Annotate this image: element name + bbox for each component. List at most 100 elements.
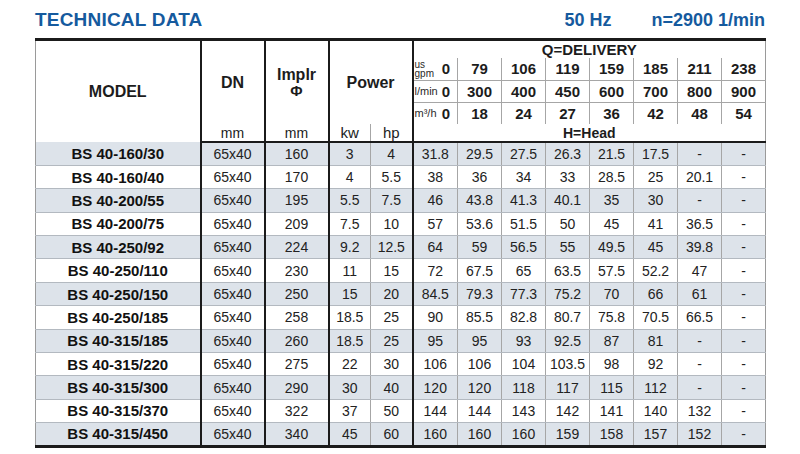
lmin-value: 300 — [458, 80, 502, 102]
head-value-cell: 92.5 — [546, 329, 590, 352]
head-value-cell: 30 — [634, 189, 678, 212]
hp-cell: 25 — [371, 306, 413, 329]
m3h-value: 0 — [442, 105, 450, 122]
col-header-power: Power — [329, 40, 413, 125]
head-value-cell: - — [722, 353, 766, 376]
head-value-cell: 80.7 — [546, 306, 590, 329]
model-cell: BS 40-200/55 — [36, 189, 201, 212]
dn-cell: 65x40 — [201, 189, 265, 212]
head-value-cell: 52.2 — [634, 259, 678, 282]
head-value-cell: 45 — [590, 212, 634, 235]
model-cell: BS 40-160/40 — [36, 165, 201, 188]
dn-cell: 65x40 — [201, 259, 265, 282]
model-cell: BS 40-315/220 — [36, 353, 201, 376]
head-value-cell: 160 — [413, 423, 458, 446]
gpm-value: 159 — [590, 58, 634, 80]
dn-cell: 65x40 — [201, 353, 265, 376]
m3h-unit-label: m³/h — [415, 107, 437, 119]
head-title: H=Head — [413, 124, 766, 142]
head-value-cell: - — [722, 423, 766, 446]
head-value-cell: 106 — [413, 353, 458, 376]
hp-cell: 25 — [371, 329, 413, 352]
hp-cell: 12.5 — [371, 236, 413, 259]
head-value-cell: 118 — [502, 376, 546, 399]
head-value-cell: 20.1 — [678, 165, 722, 188]
page-header: TECHNICAL DATA 50 Hz n=2900 1/min — [35, 9, 765, 31]
dn-cell: 65x40 — [201, 376, 265, 399]
head-value-cell: 65 — [502, 259, 546, 282]
phi-symbol: Φ — [266, 83, 328, 99]
head-value-cell: 98 — [590, 353, 634, 376]
head-value-cell: 158 — [590, 423, 634, 446]
col-header-model: MODEL — [36, 40, 201, 143]
kw-cell: 45 — [329, 423, 371, 446]
m3h-unit-cell: m³/h 0 — [413, 102, 458, 124]
head-value-cell: - — [722, 259, 766, 282]
head-value-cell: 90 — [413, 306, 458, 329]
head-value-cell: - — [722, 142, 766, 165]
head-value-cell: 39.8 — [678, 236, 722, 259]
m3h-value: 36 — [590, 102, 634, 124]
head-value-cell: 66 — [634, 282, 678, 305]
head-value-cell: 50 — [546, 212, 590, 235]
head-value-cell: 79.3 — [458, 282, 502, 305]
head-value-cell: 77.3 — [502, 282, 546, 305]
head-value-cell: - — [722, 165, 766, 188]
table-row: BS 40-315/45065x403404560160160160159158… — [36, 423, 766, 446]
hp-cell: 4 — [371, 142, 413, 165]
dn-cell: 65x40 — [201, 306, 265, 329]
head-value-cell: 85.5 — [458, 306, 502, 329]
head-value-cell: 49.5 — [590, 236, 634, 259]
kw-cell: 30 — [329, 376, 371, 399]
head-value-cell: 29.5 — [458, 142, 502, 165]
head-value-cell: 104 — [502, 353, 546, 376]
model-cell: BS 40-160/30 — [36, 142, 201, 165]
model-cell: BS 40-315/300 — [36, 376, 201, 399]
implr-cell: 275 — [265, 353, 329, 376]
hp-cell: 40 — [371, 376, 413, 399]
model-cell: BS 40-315/185 — [36, 329, 201, 352]
head-value-cell: 67.5 — [458, 259, 502, 282]
kw-cell: 18.5 — [329, 306, 371, 329]
head-value-cell: - — [722, 376, 766, 399]
model-cell: BS 40-250/185 — [36, 306, 201, 329]
head-value-cell: 72 — [413, 259, 458, 282]
delivery-header: Q=DELIVERY — [413, 40, 766, 59]
head-value-cell: 41 — [634, 212, 678, 235]
kw-cell: 4 — [329, 165, 371, 188]
table-row: BS 40-200/5565x401955.57.54643.841.340.1… — [36, 189, 766, 212]
head-value-cell: 59 — [458, 236, 502, 259]
model-cell: BS 40-315/370 — [36, 399, 201, 422]
head-value-cell: 103.5 — [546, 353, 590, 376]
lmin-value: 900 — [722, 80, 766, 102]
head-value-cell: 120 — [413, 376, 458, 399]
hp-cell: 5.5 — [371, 165, 413, 188]
head-value-cell: 144 — [413, 399, 458, 422]
model-cell: BS 40-200/75 — [36, 212, 201, 235]
col-header-implr: Implr Φ — [265, 40, 329, 125]
dn-cell: 65x40 — [201, 212, 265, 235]
head-value-cell: 75.2 — [546, 282, 590, 305]
head-value-cell: 92 — [634, 353, 678, 376]
head-value-cell: 143 — [502, 399, 546, 422]
head-value-cell: 70 — [590, 282, 634, 305]
head-value-cell: 82.8 — [502, 306, 546, 329]
head-value-cell: - — [678, 353, 722, 376]
dn-cell: 65x40 — [201, 282, 265, 305]
dn-cell: 65x40 — [201, 142, 265, 165]
hp-cell: 30 — [371, 353, 413, 376]
head-value-cell: 38 — [413, 165, 458, 188]
implr-cell: 224 — [265, 236, 329, 259]
head-value-cell: 47 — [678, 259, 722, 282]
head-value-cell: - — [722, 236, 766, 259]
head-value-cell: 70.5 — [634, 306, 678, 329]
table-body: BS 40-160/3065x401603431.829.527.526.321… — [36, 142, 766, 446]
speed-label: n=2900 1/min — [651, 10, 765, 31]
head-value-cell: 25 — [634, 165, 678, 188]
table-row: BS 40-315/22065x402752230106106104103.59… — [36, 353, 766, 376]
table-row: BS 40-250/11065x4023011157267.56563.557.… — [36, 259, 766, 282]
head-value-cell: 160 — [502, 423, 546, 446]
head-value-cell: 117 — [546, 376, 590, 399]
lmin-unit-label: l/min — [415, 85, 438, 97]
head-value-cell: 81 — [634, 329, 678, 352]
